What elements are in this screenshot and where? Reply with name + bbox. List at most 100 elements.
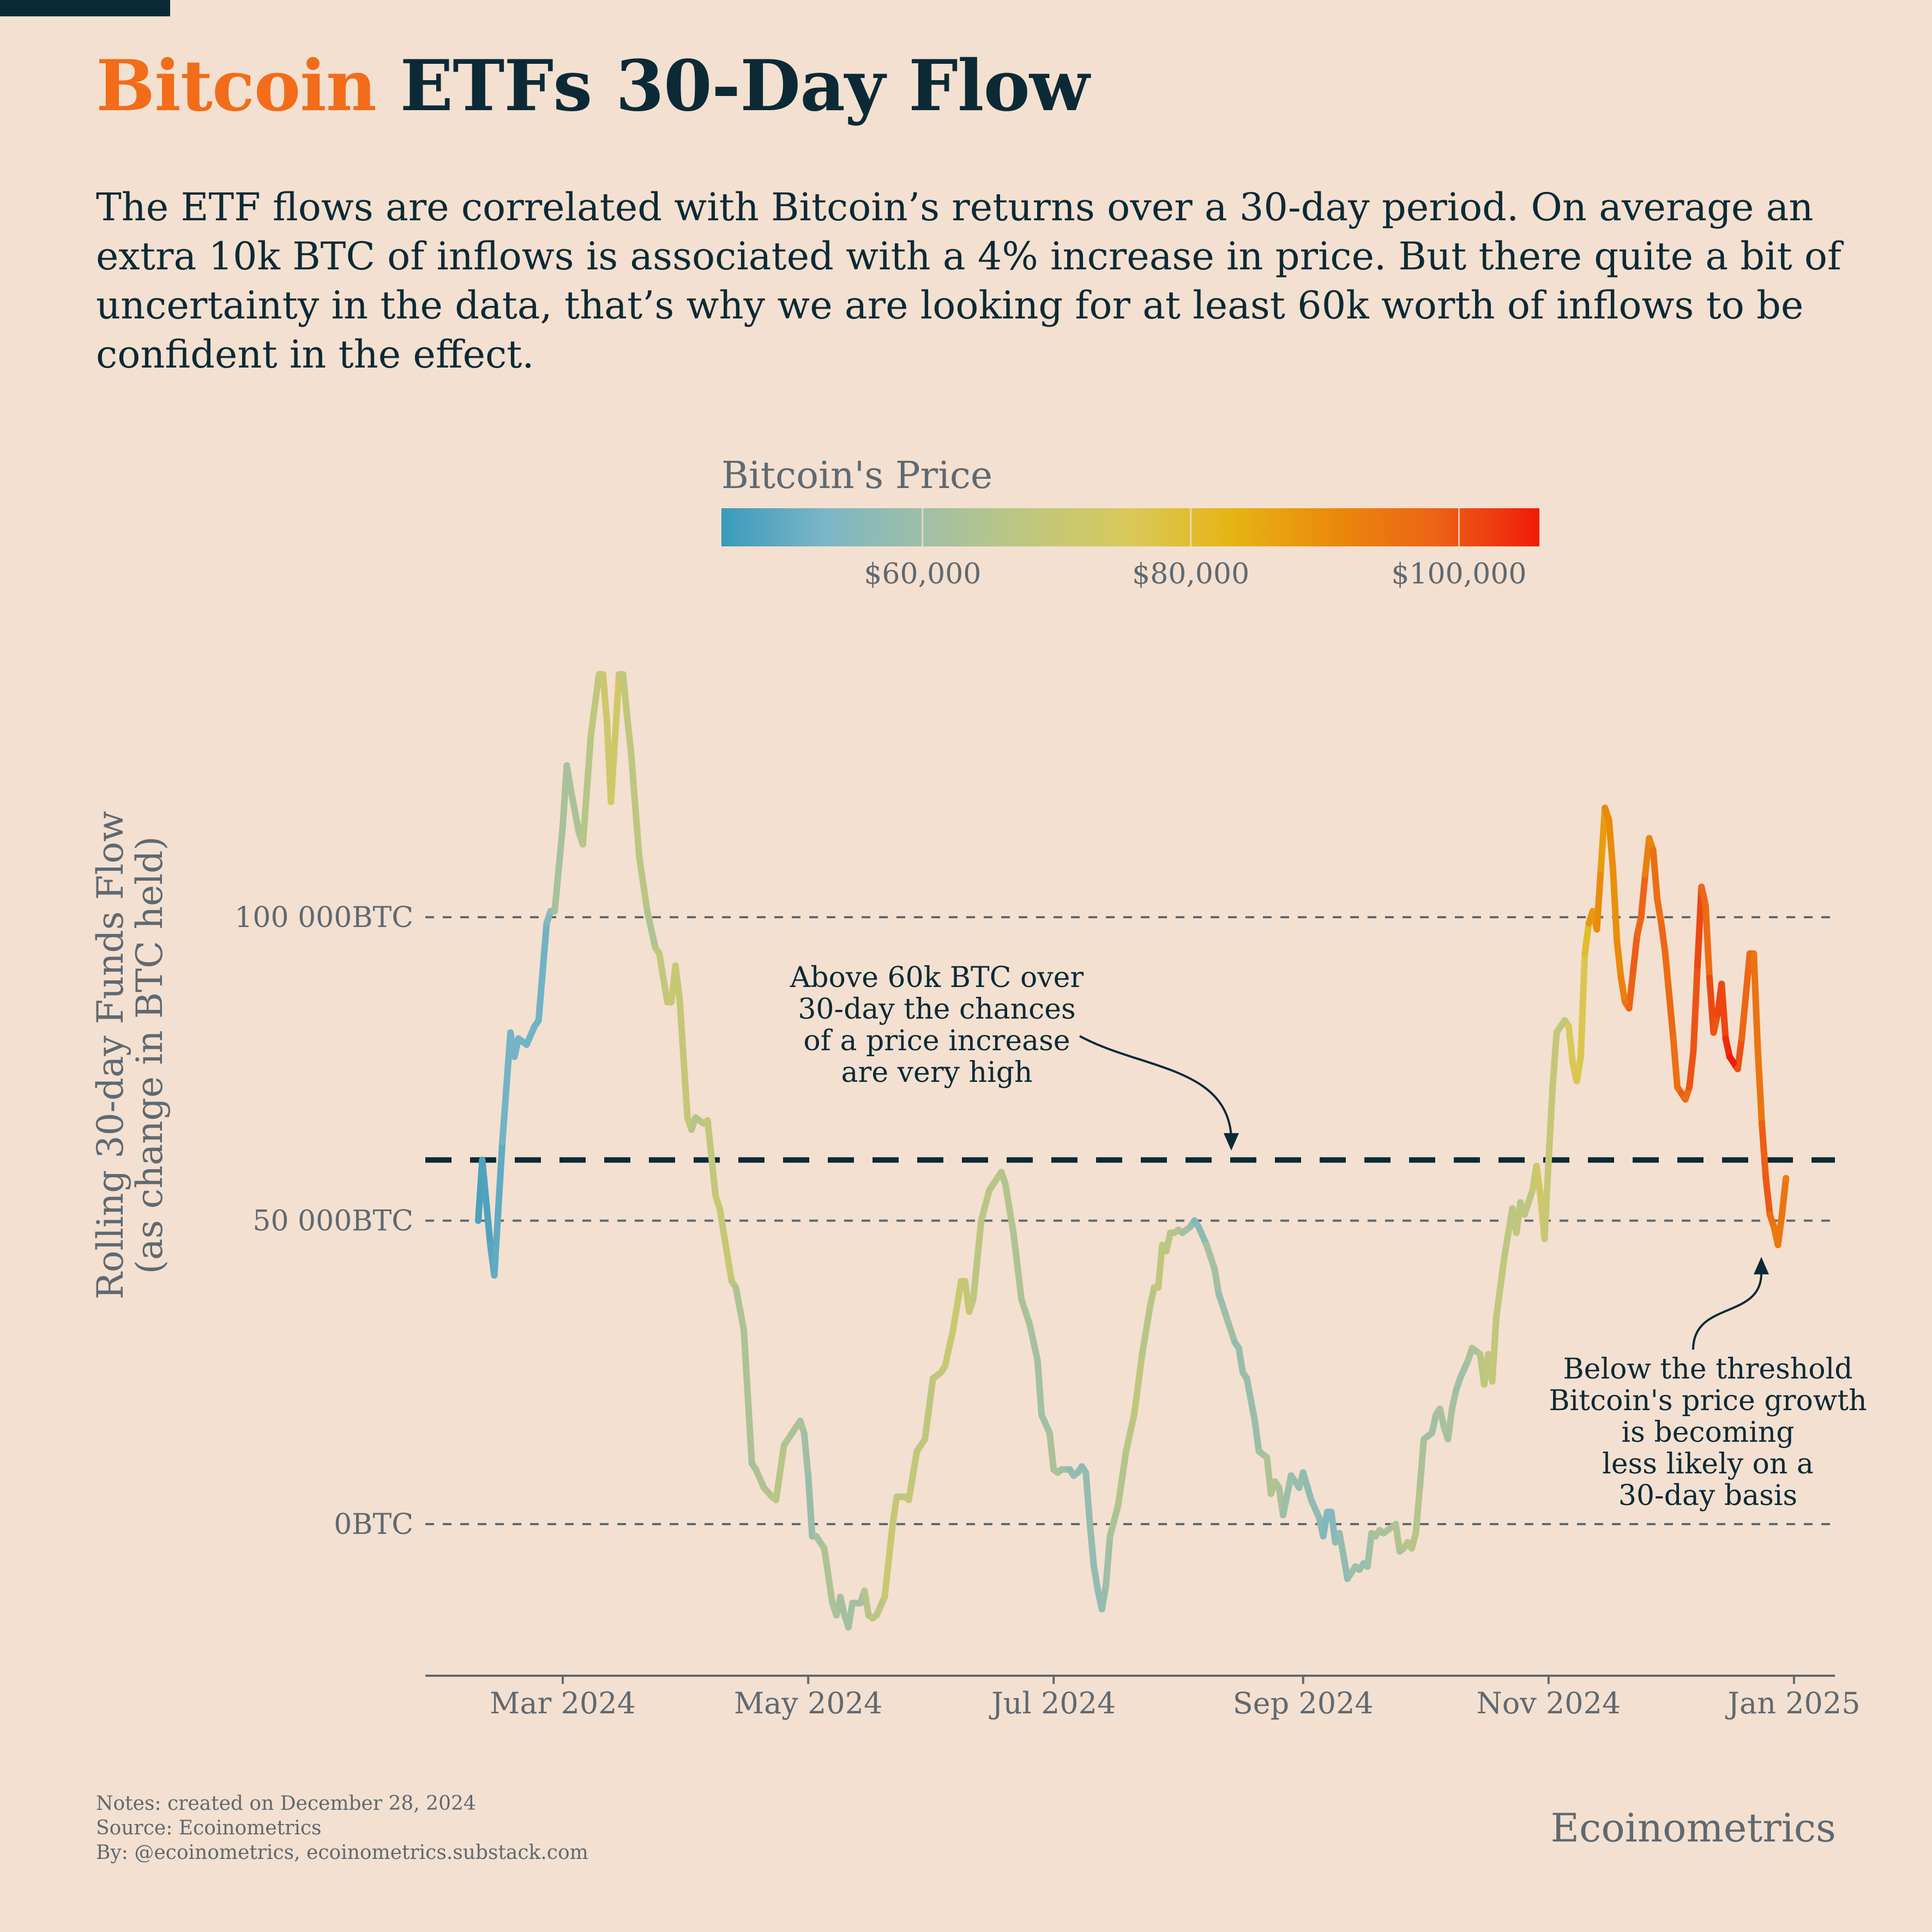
flow-line-segment xyxy=(1629,932,1641,976)
flow-data-point xyxy=(970,1296,977,1303)
colorbar-tick-label: $80,000 xyxy=(1132,558,1249,591)
flow-data-point xyxy=(1179,1229,1186,1236)
flow-data-point xyxy=(1130,1411,1137,1418)
flow-data-point xyxy=(1074,1469,1081,1476)
flow-data-point xyxy=(1658,920,1665,927)
flow-line-segment xyxy=(1115,1448,1130,1509)
flow-line-segment xyxy=(491,1138,506,1279)
flow-data-point xyxy=(922,1436,929,1443)
flow-data-point xyxy=(1694,962,1701,969)
flow-data-point xyxy=(1336,1530,1343,1537)
flow-data-point xyxy=(1750,950,1758,957)
flow-data-point xyxy=(1710,1029,1717,1036)
title-accent: Bitcoin xyxy=(96,45,377,127)
flow-data-point xyxy=(563,762,570,769)
flow-data-point xyxy=(728,1278,735,1285)
flow-line-segment xyxy=(607,671,623,805)
flow-line-segment xyxy=(1416,1436,1428,1491)
flow-data-point xyxy=(841,1611,848,1618)
flow-data-point xyxy=(1106,1533,1114,1540)
annotation-above-text: Above 60k BTC over xyxy=(790,961,1084,994)
flow-line-segment xyxy=(1034,1357,1045,1418)
flow-data-point xyxy=(1468,1345,1476,1352)
flow-data-point xyxy=(1533,1163,1540,1170)
flow-data-point xyxy=(1195,1223,1202,1230)
flow-data-point xyxy=(797,1417,804,1424)
flow-data-point xyxy=(1480,1381,1488,1388)
flow-data-point xyxy=(491,1272,498,1279)
flow-line-segment xyxy=(1336,1530,1347,1558)
flow-line-segment xyxy=(644,907,659,951)
flow-data-point xyxy=(1010,1229,1017,1236)
flow-line-segment xyxy=(1541,1157,1552,1242)
flow-data-point xyxy=(1187,1223,1194,1230)
flow-data-point xyxy=(1742,992,1749,1000)
flow-data-point xyxy=(1400,1545,1407,1552)
flow-data-point xyxy=(1155,1284,1162,1291)
flow-line-segment xyxy=(1617,974,1629,1006)
subtitle: The ETF flows are correlated with Bitcoi… xyxy=(96,185,1841,377)
flow-data-point xyxy=(1316,1514,1323,1521)
flow-line-segment xyxy=(636,853,651,914)
flow-data-point xyxy=(1328,1508,1335,1515)
flow-data-point xyxy=(829,1599,836,1606)
flow-line-segment xyxy=(1690,962,1701,1054)
flow-line-segment xyxy=(889,1493,900,1527)
flow-data-point xyxy=(1251,1417,1259,1424)
flow-line-segment xyxy=(1609,865,1621,945)
flow-line-segment xyxy=(479,1157,494,1248)
flow-line-segment xyxy=(1392,1521,1403,1555)
flow-data-point xyxy=(607,798,615,805)
flow-line-segment xyxy=(1320,1508,1331,1540)
flow-data-point xyxy=(1581,950,1588,957)
flow-data-point xyxy=(712,1193,719,1200)
flow-line-segment xyxy=(732,1284,748,1333)
flow-line-segment xyxy=(1577,950,1588,1060)
flow-data-point xyxy=(511,1054,518,1060)
flow-data-point xyxy=(873,1611,880,1618)
flow-data-point xyxy=(1448,1405,1455,1412)
flow-line-segment xyxy=(845,1599,856,1631)
flow-data-point xyxy=(845,1624,852,1631)
flow-line-segment xyxy=(1082,1469,1093,1527)
flow-data-point xyxy=(1778,1211,1785,1218)
flow-data-point xyxy=(1489,1378,1496,1385)
flow-data-point xyxy=(1066,1466,1073,1473)
flow-data-point xyxy=(949,1326,956,1333)
flow-data-point xyxy=(1642,871,1648,878)
flow-line-segment xyxy=(922,1375,936,1443)
flow-data-point xyxy=(1726,1054,1733,1060)
flow-line-segment xyxy=(1130,1351,1146,1418)
flow-data-point xyxy=(1602,804,1609,811)
title-rest: ETFs 30-Day Flow xyxy=(400,45,1090,127)
annotation-above-text: of a price increase xyxy=(803,1025,1070,1057)
flow-data-point xyxy=(1332,1539,1339,1546)
flow-data-point xyxy=(1690,1047,1697,1054)
flow-data-point xyxy=(1654,895,1661,902)
flow-data-point xyxy=(1038,1411,1045,1418)
flow-data-point xyxy=(1553,1029,1560,1036)
flow-data-point xyxy=(1766,1211,1773,1218)
flow-line-segment xyxy=(1251,1417,1262,1455)
flow-data-point xyxy=(1626,1005,1633,1012)
flow-line-segment xyxy=(1026,1320,1041,1364)
flow-data-point xyxy=(1082,1469,1090,1476)
flow-line-segment xyxy=(656,950,671,1006)
flow-line-segment xyxy=(949,1278,965,1333)
flow-line-segment xyxy=(1759,1120,1770,1182)
flow-data-point xyxy=(1698,883,1705,890)
flow-data-point xyxy=(499,1138,506,1145)
flow-line-segment xyxy=(970,1217,985,1303)
flow-data-point xyxy=(1537,1193,1544,1200)
flow-data-point xyxy=(773,1496,780,1503)
flow-data-point xyxy=(1115,1502,1122,1509)
flow-data-point xyxy=(1159,1242,1166,1248)
flow-data-point xyxy=(913,1448,920,1455)
flow-line-segment xyxy=(1565,1023,1576,1067)
annotation-below-text: less likely on a xyxy=(1602,1448,1814,1480)
flow-data-point xyxy=(1545,1157,1552,1164)
flow-data-point xyxy=(1565,1023,1572,1030)
flow-data-point xyxy=(1436,1405,1443,1412)
flow-data-point xyxy=(628,750,635,757)
x-tick-label: Jul 2024 xyxy=(989,1686,1116,1720)
